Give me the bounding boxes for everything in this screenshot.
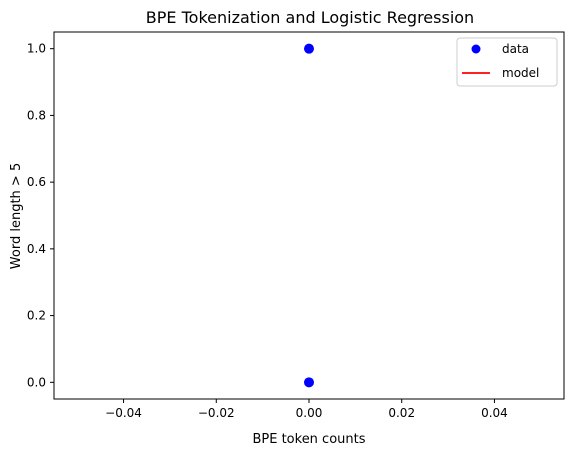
legend-frame [456,37,558,87]
plot-frame [53,31,565,400]
y-axis-label: Word length > 5 [9,163,24,269]
data-point [304,377,314,388]
y-tick-label: 0.6 [27,175,46,189]
x-axis: −0.04 −0.02 0.00 0.02 0.04 [105,399,508,420]
x-tick-label: −0.04 [105,406,142,420]
plot-area [53,31,565,400]
legend-label-model: model [502,66,539,80]
y-tick-label: 0.8 [27,108,46,122]
y-tick-label: 0.2 [27,309,46,323]
x-tick-label: −0.02 [198,406,235,420]
chart-title: BPE Tokenization and Logistic Regression [146,8,474,27]
x-tick-label: 0.04 [481,406,508,420]
y-tick-label: 0.0 [27,375,46,389]
data-marks [304,43,314,388]
x-tick-label: 0.02 [388,406,415,420]
legend-marker-data [471,44,481,54]
x-axis-label: BPE token counts [252,432,365,447]
y-tick-label: 0.4 [27,242,46,256]
y-tick-label: 1.0 [27,42,46,56]
legend: data model [456,37,558,87]
y-axis: 0.0 0.2 0.4 0.6 0.8 1.0 [27,42,54,389]
legend-label-data: data [502,42,529,56]
x-tick-label: 0.00 [296,406,323,420]
data-point [304,43,314,54]
